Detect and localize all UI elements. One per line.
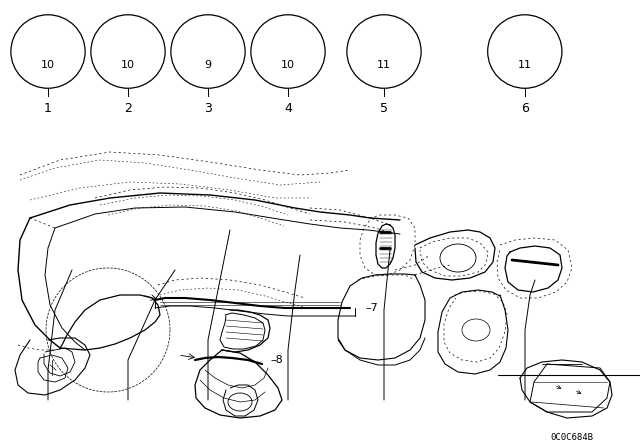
- Text: 5: 5: [380, 102, 388, 115]
- Text: 10: 10: [41, 60, 55, 70]
- Ellipse shape: [91, 15, 165, 88]
- Text: 10: 10: [281, 60, 295, 70]
- Text: 9: 9: [204, 60, 212, 70]
- Ellipse shape: [11, 15, 85, 88]
- Text: 6: 6: [521, 102, 529, 115]
- Text: 10: 10: [121, 60, 135, 70]
- Text: 1: 1: [44, 102, 52, 115]
- Text: –7: –7: [365, 303, 378, 313]
- Text: 3: 3: [204, 102, 212, 115]
- Text: 2: 2: [124, 102, 132, 115]
- Ellipse shape: [347, 15, 421, 88]
- Ellipse shape: [488, 15, 562, 88]
- Ellipse shape: [171, 15, 245, 88]
- Text: 4: 4: [284, 102, 292, 115]
- Text: 0C0C684B: 0C0C684B: [550, 433, 593, 442]
- Text: 11: 11: [377, 60, 391, 70]
- Text: 11: 11: [518, 60, 532, 70]
- Text: –8: –8: [270, 355, 283, 365]
- Ellipse shape: [251, 15, 325, 88]
